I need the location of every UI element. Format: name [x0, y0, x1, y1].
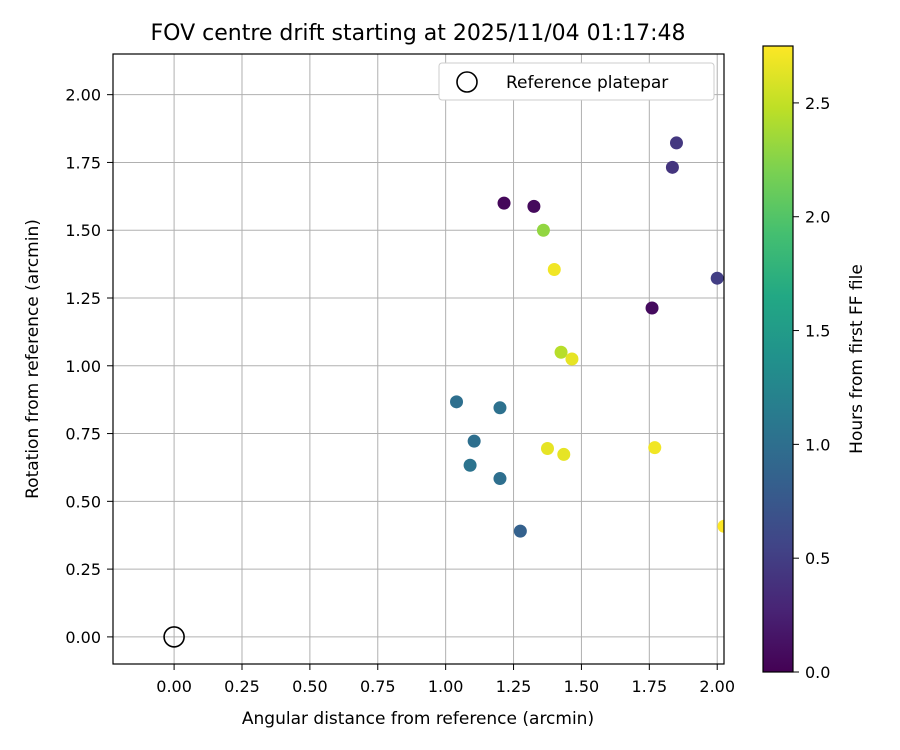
colorbar-tick-label: 2.5 [805, 94, 830, 113]
data-point [665, 160, 679, 174]
y-axis-label: Rotation from reference (arcmin) [23, 219, 43, 499]
colorbar-tick-label: 0.5 [805, 549, 830, 568]
x-tick-label: 0.50 [292, 677, 328, 696]
chart-title: FOV centre drift starting at 2025/11/04 … [151, 21, 686, 46]
x-axis-ticks: 0.00 0.25 0.50 0.75 1.00 1.25 1.50 1.75 2.00 [156, 664, 735, 696]
y-tick-label: 1.00 [65, 357, 101, 376]
plot-area: 0.00 0.25 0.50 0.75 1.00 1.25 1.50 1.75 2.00 0.0… [65, 53, 735, 696]
y-tick-label: 0.75 [65, 425, 101, 444]
data-point [513, 524, 527, 538]
data-point [493, 472, 507, 486]
x-axis-label: Angular distance from reference (arcmin) [242, 709, 594, 729]
colorbar-tick-label: 1.0 [805, 435, 830, 454]
data-point [536, 223, 550, 237]
legend: Reference platepar [438, 62, 715, 101]
gridlines [113, 54, 724, 664]
data-point [717, 519, 724, 533]
y-tick-label: 1.25 [65, 289, 101, 308]
data-point [467, 434, 481, 448]
y-tick-label: 2.00 [65, 86, 101, 105]
colorbar-tick-label: 1.5 [805, 322, 830, 341]
colorbar-ticks: 0.0 0.5 1.0 1.5 2.0 2.5 [793, 94, 830, 682]
x-tick-label: 2.00 [699, 677, 735, 696]
x-tick-label: 1.25 [496, 677, 532, 696]
data-point [493, 401, 507, 415]
data-point [497, 196, 511, 210]
x-tick-label: 1.50 [564, 677, 600, 696]
x-tick-label: 1.75 [632, 677, 668, 696]
reference-marker [163, 626, 185, 648]
data-point [450, 395, 464, 409]
data-point [463, 458, 477, 472]
x-tick-label: 0.75 [360, 677, 396, 696]
data-point [645, 301, 659, 315]
legend-label-reference: Reference platepar [506, 73, 668, 93]
data-point [547, 263, 561, 277]
y-tick-label: 0.00 [65, 628, 101, 647]
colorbar-gradient [762, 45, 794, 673]
colorbar-label: Hours from first FF file [847, 264, 867, 454]
colorbar: 0.0 0.5 1.0 1.5 2.0 2.5 Hours from first FF f… [762, 45, 867, 682]
y-tick-label: 0.25 [65, 560, 101, 579]
x-tick-label: 0.00 [156, 677, 192, 696]
y-tick-label: 0.50 [65, 492, 101, 511]
scatter-points [450, 136, 724, 538]
plot-background [113, 54, 724, 664]
colorbar-tick-label: 0.0 [805, 663, 830, 682]
x-tick-label: 1.00 [428, 677, 464, 696]
colorbar-tick-label: 2.0 [805, 208, 830, 227]
data-point [710, 271, 724, 285]
data-point [557, 447, 571, 461]
x-tick-label: 0.25 [224, 677, 260, 696]
data-point [540, 441, 554, 455]
data-point [648, 441, 662, 455]
y-axis-ticks: 0.00 0.25 0.50 0.75 1.00 1.25 1.50 1.75 2.00 [65, 86, 113, 647]
data-point [669, 136, 683, 150]
data-point [554, 345, 568, 359]
legend-box [438, 62, 715, 101]
y-tick-label: 1.50 [65, 221, 101, 240]
y-tick-label: 1.75 [65, 153, 101, 172]
data-point [565, 352, 579, 366]
data-point [527, 199, 541, 213]
plot-frame [112, 53, 725, 665]
legend-marker-reference [456, 71, 478, 93]
